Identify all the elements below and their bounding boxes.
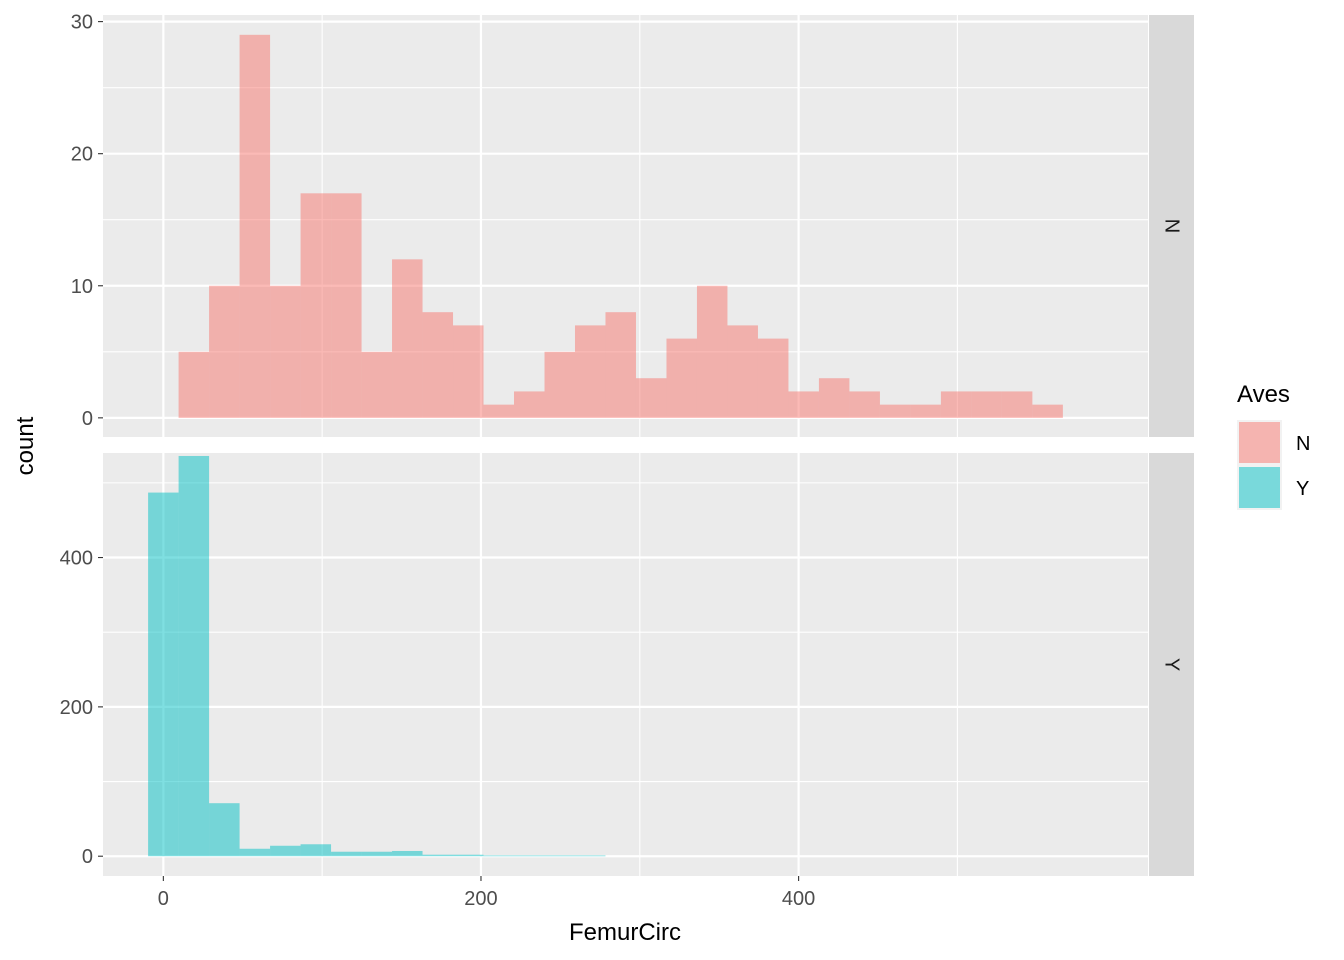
histogram-bar-N-19 [757, 338, 789, 418]
histogram-bar-Y-12 [514, 855, 545, 857]
x-tick-label: 400 [782, 888, 815, 910]
x-tick-label: 0 [158, 888, 169, 910]
histogram-bar-N-27 [1001, 391, 1033, 418]
x-axis: 0 200 400 [158, 876, 815, 910]
histogram-bar-N-22 [849, 391, 880, 418]
histogram-bar-Y-2 [209, 803, 240, 857]
histogram-bar-Y-11 [483, 855, 515, 857]
histogram-bar-N-17 [696, 285, 728, 418]
y-tick-label: 400 [60, 548, 93, 570]
histogram-bar-Y-1 [178, 455, 210, 857]
histogram-bar-N-1 [209, 285, 240, 418]
histogram-bar-N-28 [1032, 404, 1063, 418]
legend: Aves N Y [1237, 381, 1310, 510]
histogram-bar-Y-13 [544, 855, 575, 857]
legend-label-N: N [1296, 433, 1310, 455]
histogram-bar-N-23 [879, 404, 911, 418]
y-axis-title: count [12, 416, 39, 475]
histogram-bar-N-16 [666, 338, 697, 418]
y-tick-label: 30 [71, 12, 93, 34]
histogram-bar-N-15 [635, 378, 667, 418]
legend-title: Aves [1237, 381, 1290, 408]
histogram-bar-N-12 [544, 351, 575, 418]
x-axis-title: FemurCirc [569, 919, 681, 946]
histogram-bar-Y-3 [239, 848, 271, 857]
histogram-bar-N-7 [392, 259, 423, 418]
histogram-bar-N-11 [514, 391, 545, 418]
x-tick-label: 200 [464, 888, 497, 910]
facet-strip-Y [1149, 453, 1194, 876]
y-tick-label: 20 [71, 144, 93, 166]
histogram-bar-Y-5 [300, 844, 332, 857]
panels: 0 10 20 30 N 0 200 400 Y [60, 12, 1194, 876]
histogram-bar-N-24 [910, 404, 941, 418]
y-tick-label: 0 [82, 408, 93, 430]
histogram-bar-Y-10 [453, 854, 484, 857]
y-tick-label: 200 [60, 697, 93, 719]
histogram-bar-N-26 [971, 391, 1002, 418]
legend-label-Y: Y [1296, 478, 1309, 500]
histogram-bar-N-14 [605, 312, 636, 418]
legend-key-N [1239, 422, 1280, 463]
histogram-bar-Y-6 [331, 851, 362, 857]
facet-strip-label: N [1161, 219, 1183, 233]
histogram-bar-N-5 [331, 193, 362, 418]
histogram-bar-N-21 [818, 378, 850, 418]
panel-background [103, 453, 1148, 876]
histogram-bar-N-10 [483, 404, 515, 418]
facet-strip-label: Y [1161, 658, 1183, 671]
histogram-bar-Y-4 [270, 845, 301, 857]
facet-panel-N: 0 10 20 30 N [71, 12, 1194, 437]
y-tick-label: 10 [71, 276, 93, 298]
histogram-bar-N-20 [788, 391, 819, 418]
histogram-bar-N-0 [178, 351, 210, 418]
histogram-bar-N-13 [574, 325, 606, 418]
histogram-bar-Y-0 [148, 492, 179, 857]
histogram-bar-N-18 [727, 325, 758, 418]
facet-strip-N [1149, 15, 1194, 437]
histogram-bar-N-9 [453, 325, 484, 418]
histogram-bar-Y-8 [392, 850, 423, 857]
y-tick-label: 0 [82, 846, 93, 868]
histogram-bar-N-8 [422, 312, 454, 418]
histogram-bar-N-4 [300, 193, 332, 418]
histogram-bar-N-2 [239, 34, 271, 418]
facet-panel-Y: 0 200 400 Y [60, 453, 1194, 876]
histogram-bar-Y-14 [574, 855, 606, 857]
histogram-bar-Y-9 [422, 854, 454, 857]
histogram-bar-N-6 [361, 351, 393, 418]
histogram-bar-Y-7 [361, 851, 393, 857]
legend-key-Y [1239, 467, 1280, 508]
histogram-bar-N-3 [270, 285, 301, 418]
histogram-bar-N-25 [940, 391, 972, 418]
